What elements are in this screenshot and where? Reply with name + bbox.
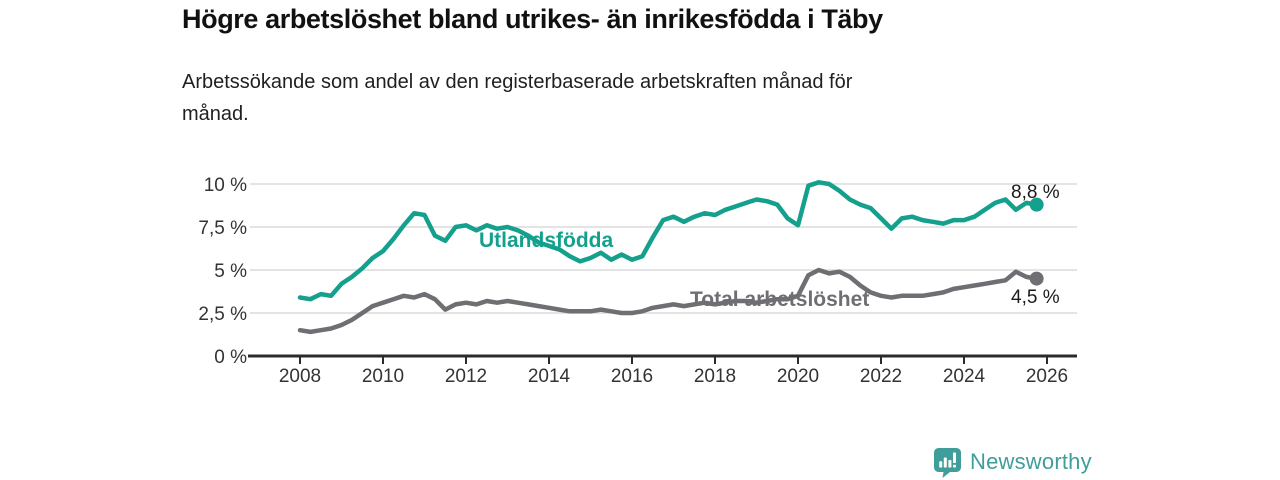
- series-line-utlandsfodda: [297, 180, 1039, 302]
- chart-subtitle: Arbetssökande som andel av den registerb…: [182, 71, 853, 125]
- chart-title: Högre arbetslöshet bland utrikes- än inr…: [182, 4, 883, 34]
- x-tick-label: 2014: [528, 366, 571, 387]
- x-tick-label: 2020: [777, 366, 819, 387]
- brand-name: Newsworthy: [970, 449, 1092, 474]
- y-tick-label: 7,5 %: [198, 218, 247, 239]
- series-label-utlandsfodda: Utlandsfödda: [479, 229, 613, 252]
- series-label-total: Total arbetslöshet: [690, 288, 869, 311]
- newsworthy-logo-icon: [934, 447, 961, 478]
- x-tick-label: 2018: [694, 366, 736, 387]
- y-tick-label: 2,5 %: [198, 304, 247, 325]
- x-tick-label: 2012: [445, 366, 487, 387]
- y-tick-label: 0 %: [214, 347, 247, 368]
- x-tick-label: 2022: [860, 366, 902, 387]
- series-line-total: [297, 267, 1039, 335]
- series-end-value-label: 4,5 %: [1011, 287, 1060, 308]
- x-tick-label: 2016: [611, 366, 653, 387]
- series-end-dot-utlandsfodda: [1029, 197, 1044, 212]
- x-tick-label: 2010: [362, 366, 404, 387]
- x-tick-label: 2008: [279, 366, 321, 387]
- y-tick-label: 10 %: [204, 175, 247, 196]
- brand-footer: Newsworthy: [933, 447, 1092, 478]
- x-tick-label: 2024: [943, 366, 986, 387]
- x-tick-label: 2026: [1026, 366, 1068, 387]
- series-end-value-label: 8,8 %: [1011, 182, 1060, 203]
- series-end-dot-total: [1029, 271, 1044, 286]
- y-tick-label: 5 %: [214, 261, 247, 282]
